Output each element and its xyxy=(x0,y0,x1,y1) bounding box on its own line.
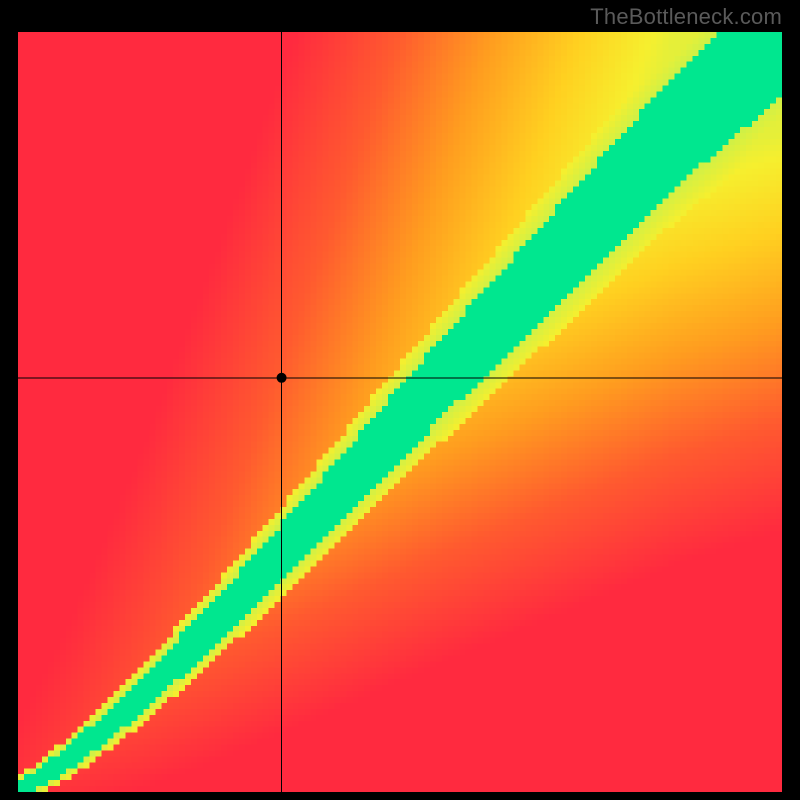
watermark-text: TheBottleneck.com xyxy=(590,4,782,30)
heatmap-canvas xyxy=(18,32,782,792)
chart-container: TheBottleneck.com xyxy=(0,0,800,800)
